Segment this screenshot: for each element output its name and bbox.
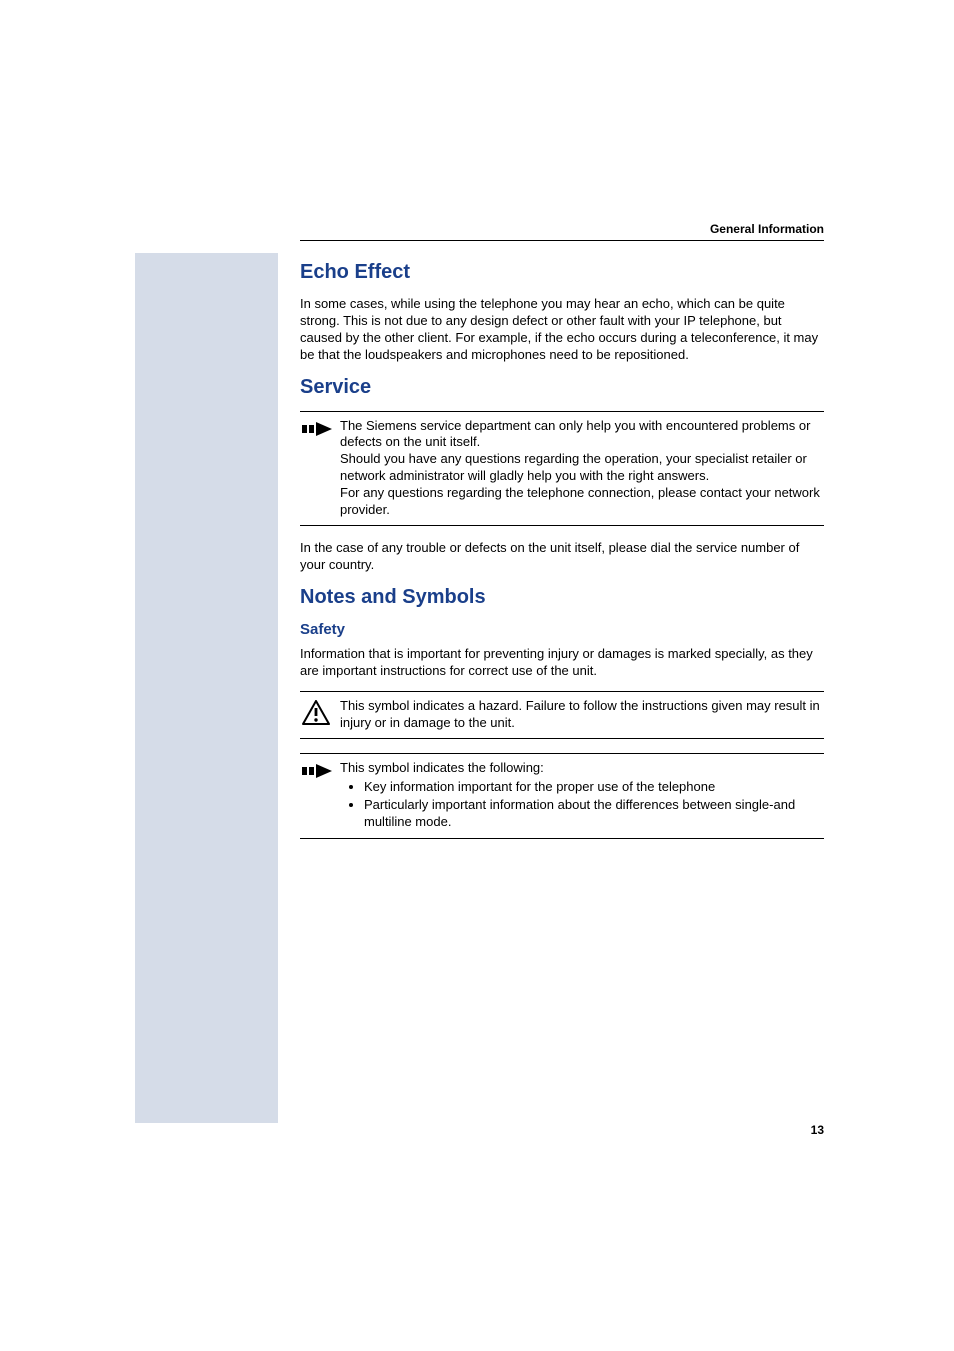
heading-echo-effect: Echo Effect xyxy=(300,261,824,284)
note-service-p1: The Siemens service department can only … xyxy=(340,418,810,450)
note-service-p3: For any questions regarding the telephon… xyxy=(340,485,820,517)
note-info-bullet-1: Key information important for the proper… xyxy=(364,779,824,796)
note-service-text: The Siemens service department can only … xyxy=(340,418,824,519)
note-info-text: This symbol indicates the following: Key… xyxy=(340,760,824,832)
hazard-icon xyxy=(300,698,340,731)
heading-safety: Safety xyxy=(300,621,824,638)
note-info-list: Key information important for the proper… xyxy=(340,779,824,831)
note-service: The Siemens service department can only … xyxy=(300,411,824,526)
note-info-lead: This symbol indicates the following: xyxy=(340,760,544,775)
note-hazard: This symbol indicates a hazard. Failure … xyxy=(300,691,824,739)
heading-service: Service xyxy=(300,376,824,399)
arrow-icon xyxy=(300,418,340,443)
note-info-bullet-2: Particularly important information about… xyxy=(364,797,824,831)
note-info: This symbol indicates the following: Key… xyxy=(300,753,824,839)
heading-notes-symbols: Notes and Symbols xyxy=(300,586,824,609)
running-header: General Information xyxy=(300,222,824,241)
para-echo-body: In some cases, while using the telephone… xyxy=(300,296,824,364)
note-hazard-text: This symbol indicates a hazard. Failure … xyxy=(340,698,824,732)
arrow-icon xyxy=(300,760,340,785)
note-service-p2: Should you have any questions regarding … xyxy=(340,451,807,483)
para-safety-body: Information that is important for preven… xyxy=(300,646,824,680)
para-service-after: In the case of any trouble or defects on… xyxy=(300,540,824,574)
main-content: Echo Effect In some cases, while using t… xyxy=(300,253,824,853)
page-number: 13 xyxy=(811,1123,824,1137)
left-sidebar xyxy=(135,253,278,1123)
running-header-text: General Information xyxy=(710,222,824,236)
